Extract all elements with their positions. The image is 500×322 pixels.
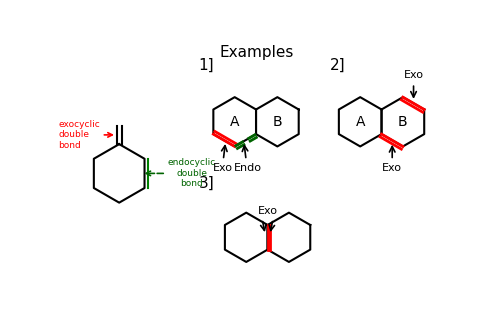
Text: 3]: 3] [198,176,214,191]
Text: Endo: Endo [234,163,262,173]
Text: A: A [356,115,365,129]
Text: Exo: Exo [258,206,278,216]
Text: Exo: Exo [382,163,402,173]
Text: B: B [398,115,407,129]
Text: Examples: Examples [219,45,294,60]
Text: A: A [230,115,239,129]
Text: Exo: Exo [212,163,233,173]
Text: B: B [272,115,282,129]
Text: 2]: 2] [330,58,345,73]
Text: Exo: Exo [404,70,423,80]
Text: exocyclic
double
bond: exocyclic double bond [58,120,100,150]
Text: 1]: 1] [198,58,214,73]
Text: endocyclic
double
bond: endocyclic double bond [168,158,216,188]
